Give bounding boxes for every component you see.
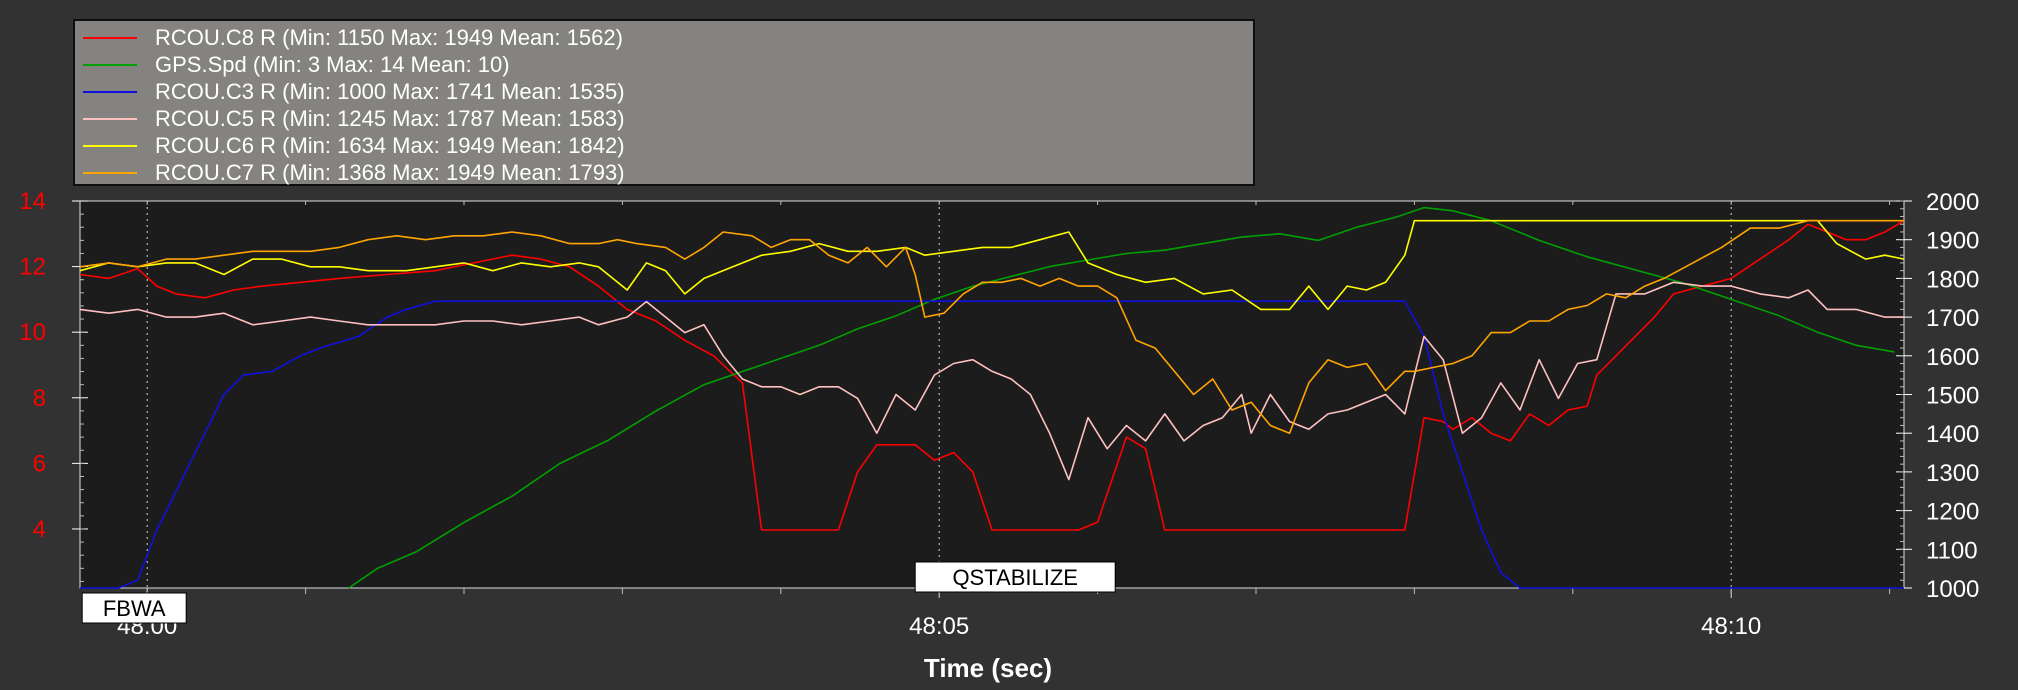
mode-label-text: QSTABILIZE	[952, 565, 1078, 590]
plot-area	[79, 200, 1905, 589]
right-tick-label: 1500	[1926, 383, 1979, 410]
legend-label: RCOU.C3 R (Min: 1000 Max: 1741 Mean: 153…	[155, 79, 625, 104]
legend-label: GPS.Spd (Min: 3 Max: 14 Mean: 10)	[155, 52, 510, 77]
mode-label-box	[914, 561, 1116, 593]
x-axis-label: Time (sec)	[924, 653, 1052, 683]
legend-label: RCOU.C8 R (Min: 1150 Max: 1949 Mean: 156…	[155, 25, 623, 50]
legend-swatch	[83, 64, 137, 66]
series-lines	[79, 206, 1905, 589]
series-line-2	[80, 300, 1904, 589]
flight-mode-labels: FBWA QSTABILIZE	[81, 561, 1116, 624]
left-tick-label: 6	[33, 450, 46, 477]
legend-label: RCOU.C7 R (Min: 1368 Max: 1949 Mean: 179…	[155, 160, 625, 185]
series-line-5	[79, 219, 1904, 435]
legend-item: RCOU.C7 R (Min: 1368 Max: 1949 Mean: 179…	[75, 159, 1253, 186]
right-tick-label: 1300	[1926, 460, 1979, 487]
legend-swatch	[83, 91, 137, 93]
left-tick-label: 8	[33, 385, 46, 412]
legend-label: RCOU.C6 R (Min: 1634 Max: 1949 Mean: 184…	[155, 133, 625, 158]
legend-swatch	[83, 172, 137, 174]
series-line-3	[79, 281, 1904, 481]
legend-item: RCOU.C3 R (Min: 1000 Max: 1741 Mean: 153…	[75, 78, 1253, 105]
series-line-1	[348, 206, 1895, 589]
legend-swatch	[83, 37, 137, 39]
right-tick-label: 1600	[1926, 344, 1979, 371]
mode-label-box	[81, 592, 187, 624]
legend-item: RCOU.C8 R (Min: 1150 Max: 1949 Mean: 156…	[75, 24, 1253, 51]
right-tick-label: 1100	[1926, 537, 1978, 564]
right-tick-label: 1000	[1926, 576, 1979, 603]
right-tick-label: 1700	[1926, 305, 1979, 332]
right-tick-label: 1800	[1926, 266, 1979, 293]
legend: RCOU.C8 R (Min: 1150 Max: 1949 Mean: 156…	[73, 19, 1255, 186]
legend-swatch	[83, 145, 137, 147]
right-tick-label: 1200	[1926, 499, 1979, 526]
legend-label: RCOU.C5 R (Min: 1245 Max: 1787 Mean: 158…	[155, 106, 625, 131]
right-tick-label: 1400	[1926, 421, 1979, 448]
left-tick-label: 12	[19, 254, 46, 281]
legend-item: GPS.Spd (Min: 3 Max: 14 Mean: 10)	[75, 51, 1253, 78]
legend-item: RCOU.C5 R (Min: 1245 Max: 1787 Mean: 158…	[75, 105, 1253, 132]
left-tick-label: 4	[33, 516, 46, 543]
legend-swatch	[83, 118, 137, 120]
legend-item: RCOU.C6 R (Min: 1634 Max: 1949 Mean: 184…	[75, 132, 1253, 159]
right-tick-label: 1900	[1926, 228, 1979, 255]
mode-label-text: FBWA	[103, 596, 166, 621]
grid-lines	[146, 201, 1732, 588]
left-tick-label: 14	[19, 188, 46, 215]
x-tick-label: 48:10	[1701, 613, 1761, 640]
left-tick-label: 10	[19, 319, 46, 346]
axes: 48:00 48:05 48:104681012141000110012001300…	[19, 188, 1979, 640]
x-tick-label: 48:05	[909, 613, 969, 640]
right-tick-label: 2000	[1926, 189, 1979, 216]
